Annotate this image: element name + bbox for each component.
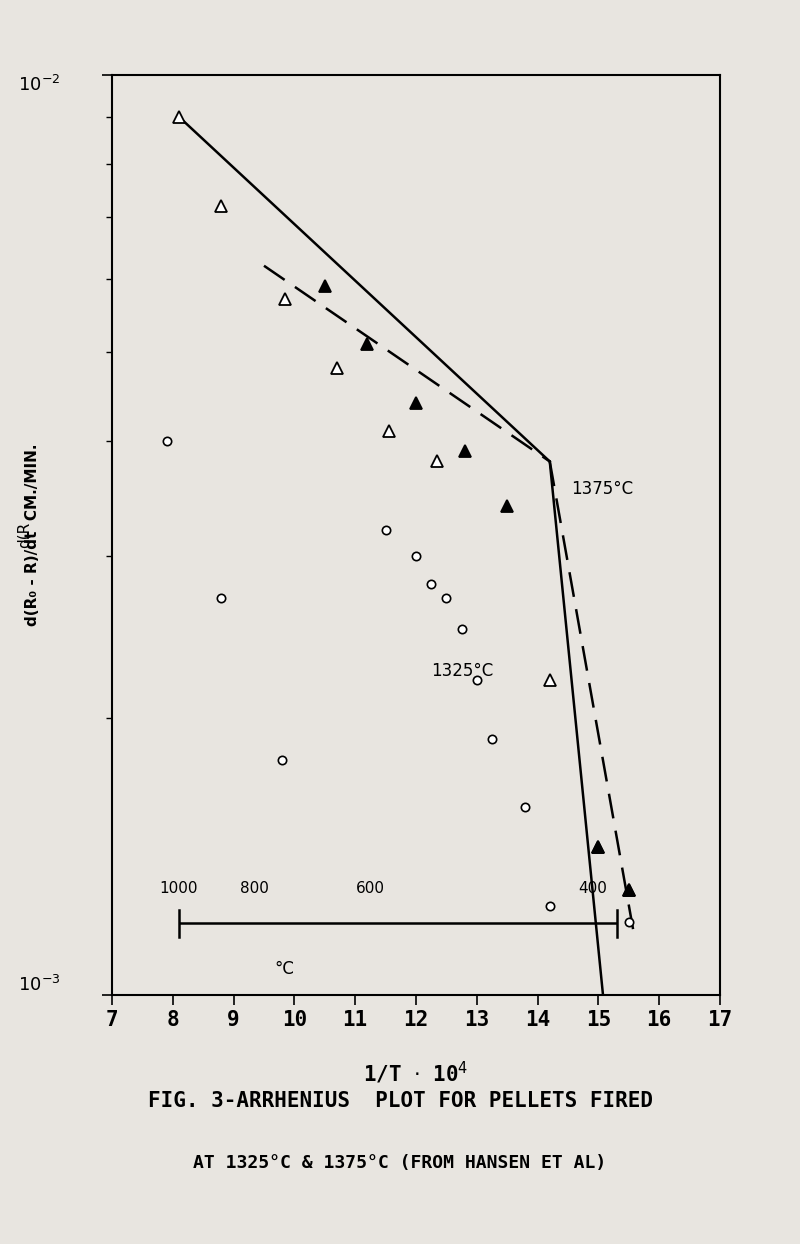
Text: °C: °C xyxy=(274,960,294,978)
Text: 1325°C: 1325°C xyxy=(431,662,494,680)
Text: 1/T $\cdot$ 10$^4$: 1/T $\cdot$ 10$^4$ xyxy=(363,1060,469,1086)
Text: d(R: d(R xyxy=(17,521,31,549)
Text: 1000: 1000 xyxy=(160,881,198,896)
Text: 600: 600 xyxy=(356,881,385,896)
Text: 1375°C: 1375°C xyxy=(571,480,633,498)
Text: 800: 800 xyxy=(241,881,270,896)
Text: AT 1325°C & 1375°C (FROM HANSEN ET AL): AT 1325°C & 1375°C (FROM HANSEN ET AL) xyxy=(194,1154,606,1172)
Text: 400: 400 xyxy=(578,881,606,896)
Text: FIG. 3-ARRHENIUS  PLOT FOR PELLETS FIRED: FIG. 3-ARRHENIUS PLOT FOR PELLETS FIRED xyxy=(147,1091,653,1111)
Text: $10^{-3}$: $10^{-3}$ xyxy=(18,975,60,995)
Text: $10^{-2}$: $10^{-2}$ xyxy=(18,75,60,95)
Text: d(R₀ - R)/dt  CM./MIN.: d(R₀ - R)/dt CM./MIN. xyxy=(26,444,41,626)
